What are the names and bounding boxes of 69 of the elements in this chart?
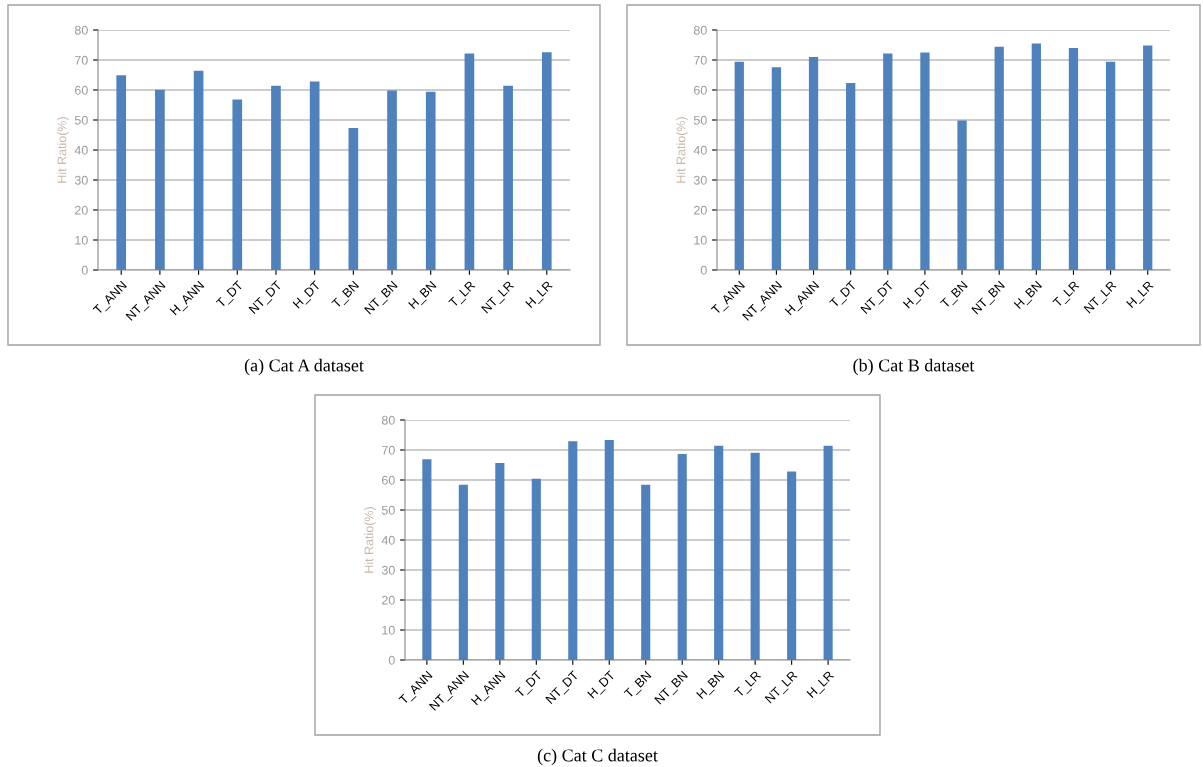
y-tick-label: 40 [74, 145, 88, 155]
y-tick-label: 10 [382, 625, 395, 635]
bar [734, 61, 744, 270]
y-axis-title: Hit Ratio(%) [364, 507, 376, 573]
bar [787, 471, 797, 660]
bar [604, 440, 614, 660]
bar [750, 452, 760, 660]
y-tick-label: 80 [74, 25, 88, 35]
y-tick-label: 40 [381, 535, 395, 545]
bar [846, 83, 856, 270]
bar [883, 53, 893, 270]
bar [387, 90, 397, 270]
text: (c) Cat C dataset [537, 748, 658, 766]
y-tick-label: 20 [382, 595, 395, 605]
bar [920, 52, 930, 270]
bar [994, 46, 1004, 270]
y-tick-label: 0 [388, 655, 395, 665]
y-tick-label: 80 [381, 415, 395, 425]
bar [503, 85, 513, 270]
bar [271, 85, 281, 270]
bar [348, 128, 359, 270]
bar [464, 53, 475, 270]
y-tick-label: 70 [694, 55, 707, 65]
y-axis-title: Hit Ratio(%) [676, 117, 688, 183]
y-tick-label: 60 [694, 85, 707, 95]
bar [1068, 48, 1079, 270]
bar [541, 52, 552, 270]
y-tick-label: 10 [694, 235, 707, 245]
bar [677, 453, 687, 660]
bar [531, 478, 541, 660]
bar [155, 89, 165, 270]
bar [422, 459, 432, 660]
y-tick-label: 30 [381, 565, 395, 575]
bar [823, 445, 833, 660]
y-tick-label: 70 [382, 445, 395, 455]
y-tick-label: 0 [700, 265, 707, 275]
bar [1031, 43, 1041, 270]
text: (b) Cat B dataset [853, 358, 975, 376]
bar [193, 70, 204, 270]
y-tick-label: 20 [75, 205, 88, 215]
bar [116, 75, 127, 270]
bar [232, 99, 243, 270]
y-tick-label: 0 [81, 265, 88, 275]
bar [808, 57, 819, 270]
bar [771, 67, 782, 270]
y-tick-label: 30 [74, 175, 88, 185]
y-tick-label: 50 [381, 505, 395, 515]
y-tick-label: 70 [75, 55, 88, 65]
y-tick-label: 50 [693, 115, 707, 125]
bar [641, 484, 651, 660]
y-tick-label: 60 [75, 85, 88, 95]
y-tick-label: 40 [693, 145, 707, 155]
bar [458, 484, 468, 660]
bar [309, 81, 320, 270]
y-tick-label: 10 [75, 235, 88, 245]
y-axis-title: Hit Ratio(%) [57, 117, 69, 183]
bar [495, 462, 505, 660]
y-tick-label: 30 [693, 175, 707, 185]
bar [568, 441, 578, 660]
bar [1105, 61, 1116, 270]
y-tick-label: 80 [693, 25, 707, 35]
y-tick-label: 50 [74, 115, 88, 125]
y-tick-label: 20 [694, 205, 707, 215]
bar [714, 445, 724, 660]
bar [425, 91, 436, 270]
bar [957, 120, 967, 270]
bar [1143, 45, 1153, 270]
y-tick-label: 60 [382, 475, 395, 485]
text: (a) Cat A dataset [244, 358, 364, 376]
